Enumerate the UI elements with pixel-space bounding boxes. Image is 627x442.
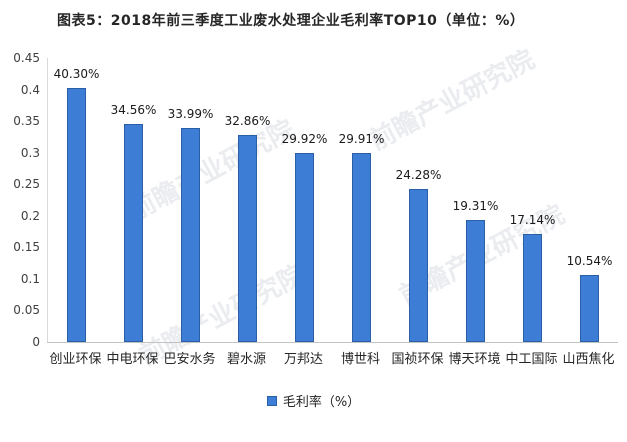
bar-value-label: 24.28% (395, 167, 442, 182)
bar-value-label: 34.56% (110, 102, 157, 117)
y-tick-label: 0 (32, 335, 40, 349)
y-tick-label: 0.1 (20, 271, 40, 286)
bar-value-label: 29.91% (338, 132, 385, 147)
y-tick-label: 0.2 (20, 208, 40, 223)
legend: 毛利率（%） (0, 391, 627, 410)
bar (409, 188, 428, 342)
y-tick-label: 0.35 (13, 114, 40, 129)
x-category-label: 巴安水务 (163, 352, 216, 367)
y-tick-label: 0.25 (13, 177, 40, 192)
x-category-label: 创业环保 (49, 352, 102, 367)
bar (523, 233, 542, 342)
legend-label: 毛利率（%） (282, 395, 361, 410)
bar (580, 275, 599, 342)
x-category-label: 博天环境 (448, 352, 501, 367)
bar (181, 127, 200, 342)
y-tick-label: 0.4 (20, 82, 40, 97)
bar (295, 153, 314, 342)
chart-title: 图表5：2018年前三季度工业废水处理企业毛利率TOP10（单位：%） (57, 13, 525, 29)
x-category-label: 中工国际 (505, 352, 558, 367)
legend-swatch-icon (266, 395, 277, 406)
y-tick-label: 0.45 (13, 51, 40, 65)
x-category-label: 国祯环保 (391, 352, 444, 367)
x-category-label: 中电环保 (106, 352, 159, 367)
bar (352, 153, 371, 342)
x-category-label: 山西焦化 (562, 352, 615, 367)
x-category-label: 博世科 (340, 352, 380, 367)
bar-value-label: 29.92% (281, 132, 328, 147)
bar (67, 87, 86, 342)
bar-value-label: 40.30% (53, 66, 100, 81)
x-category-label: 万邦达 (283, 352, 323, 367)
bar-value-label: 10.54% (566, 254, 613, 269)
bar (238, 134, 257, 342)
bar-value-label: 19.31% (452, 199, 499, 214)
y-tick-label: 0.3 (20, 145, 40, 160)
plot-area: 40.30% 34.56% 33.99% 32.86% 29.92% 29.91% 24.2… (47, 58, 618, 343)
y-tick-label: 0.15 (13, 240, 40, 255)
x-category-label: 碧水源 (226, 352, 266, 367)
bar (466, 220, 485, 342)
bar (124, 123, 143, 342)
bar-value-label: 17.14% (509, 212, 556, 227)
y-tick-label: 0.05 (13, 303, 40, 318)
bar-value-label: 33.99% (167, 106, 214, 121)
bar-value-label: 32.86% (224, 113, 271, 128)
